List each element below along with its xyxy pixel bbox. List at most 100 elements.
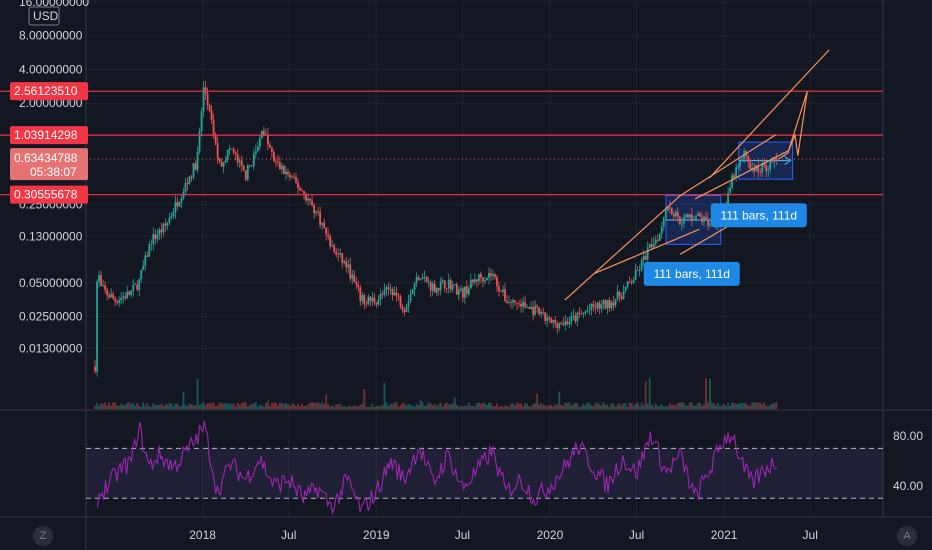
volume-bar xyxy=(279,402,281,409)
candle-body xyxy=(222,162,225,167)
auto-scale-button[interactable]: A xyxy=(897,526,917,546)
candle-body xyxy=(455,284,458,295)
volume-bar xyxy=(459,405,462,409)
volume-bar xyxy=(403,403,406,409)
candle-body xyxy=(664,210,667,219)
volume-bar xyxy=(482,402,484,409)
candle-body xyxy=(252,153,255,167)
volume-bar xyxy=(709,378,711,409)
volume-bar xyxy=(538,404,541,409)
candle-body xyxy=(150,244,153,245)
volume-bar xyxy=(216,405,219,409)
candle-body xyxy=(705,216,707,220)
candle-body xyxy=(194,163,197,170)
candle-body xyxy=(431,283,434,291)
volume-bar xyxy=(190,404,193,409)
volume-bar xyxy=(98,405,100,409)
volume-bar xyxy=(415,404,418,409)
candle-body xyxy=(130,290,133,295)
volume-bar xyxy=(731,402,733,409)
candle-body xyxy=(124,296,127,299)
volume-bar xyxy=(160,403,163,409)
candle-body xyxy=(335,251,338,255)
volume-bar xyxy=(122,405,125,409)
candle-body xyxy=(214,135,217,143)
volume-bar xyxy=(586,402,589,409)
volume-bar xyxy=(433,404,436,409)
price-tags: 2.56123510 1.03914298 0.30555678 0.63434788… xyxy=(10,82,88,204)
volume-bar xyxy=(126,402,129,409)
candle-body xyxy=(695,215,697,220)
price-line-tag-text: 1.03914298 xyxy=(14,128,78,142)
candle-body xyxy=(291,176,293,178)
candle-body xyxy=(486,277,488,281)
volume-bar xyxy=(148,406,151,409)
volume-bar xyxy=(224,402,227,409)
candle-body xyxy=(128,291,131,295)
candle-body xyxy=(451,285,454,290)
candle-body xyxy=(530,307,533,309)
trendline xyxy=(694,150,789,200)
volume-bar xyxy=(299,406,301,409)
volume-bar xyxy=(228,403,231,409)
volume-bar xyxy=(516,402,518,409)
auto-zoom-button[interactable]: Z xyxy=(33,526,53,546)
candle-body xyxy=(363,294,366,304)
candle-body xyxy=(646,247,649,260)
volume-bar xyxy=(484,403,486,409)
volume-bar xyxy=(180,406,183,409)
volume-bar xyxy=(602,402,605,409)
candle-body xyxy=(409,294,412,302)
candle-body xyxy=(403,310,406,312)
volume-bar xyxy=(146,403,149,409)
volume-bar xyxy=(379,406,382,409)
horizontal-price-lines[interactable] xyxy=(0,90,883,196)
volume-bar xyxy=(102,404,104,409)
volume-bar xyxy=(717,402,719,409)
volume-bar xyxy=(186,406,189,409)
candle-body xyxy=(423,276,426,278)
candle-body xyxy=(377,299,380,305)
volume-bar xyxy=(359,404,362,409)
volume-bar xyxy=(670,405,673,409)
candle-body xyxy=(168,217,171,223)
volume-bar xyxy=(391,404,394,409)
volume-bar xyxy=(479,403,482,409)
candle-body xyxy=(729,187,731,193)
candle-body xyxy=(484,280,486,282)
volume-bar xyxy=(210,403,213,409)
candle-body xyxy=(417,277,420,280)
volume-bar xyxy=(676,403,679,409)
current-price-text: 0.63434788 xyxy=(14,151,78,165)
candle-body xyxy=(425,276,428,282)
candle-body xyxy=(546,317,549,321)
volume-bar xyxy=(347,406,350,409)
volume-bar xyxy=(600,405,603,409)
candle-body xyxy=(684,214,687,218)
candle-body xyxy=(397,295,400,297)
volume-bar xyxy=(701,406,703,409)
candle-body xyxy=(620,296,623,300)
candle-body xyxy=(437,287,440,291)
trendlines[interactable] xyxy=(564,49,830,301)
candle-body xyxy=(514,300,516,303)
candle-body xyxy=(202,87,205,112)
volume-bar xyxy=(393,402,396,409)
candle-body xyxy=(166,222,169,226)
candle-body xyxy=(564,321,567,326)
candle-body xyxy=(506,301,508,303)
volume-bar xyxy=(496,403,498,409)
candle-body xyxy=(588,309,591,312)
candle-body xyxy=(672,214,675,217)
volume-bar xyxy=(630,403,633,409)
currency-label: USD xyxy=(33,9,59,23)
volume-bar xyxy=(640,403,643,409)
volume-bar xyxy=(574,402,577,409)
candle-body xyxy=(614,299,617,306)
volume-bar xyxy=(114,402,117,409)
candle-body xyxy=(266,134,269,145)
candle-body xyxy=(369,296,372,301)
volume-bar xyxy=(522,406,524,409)
